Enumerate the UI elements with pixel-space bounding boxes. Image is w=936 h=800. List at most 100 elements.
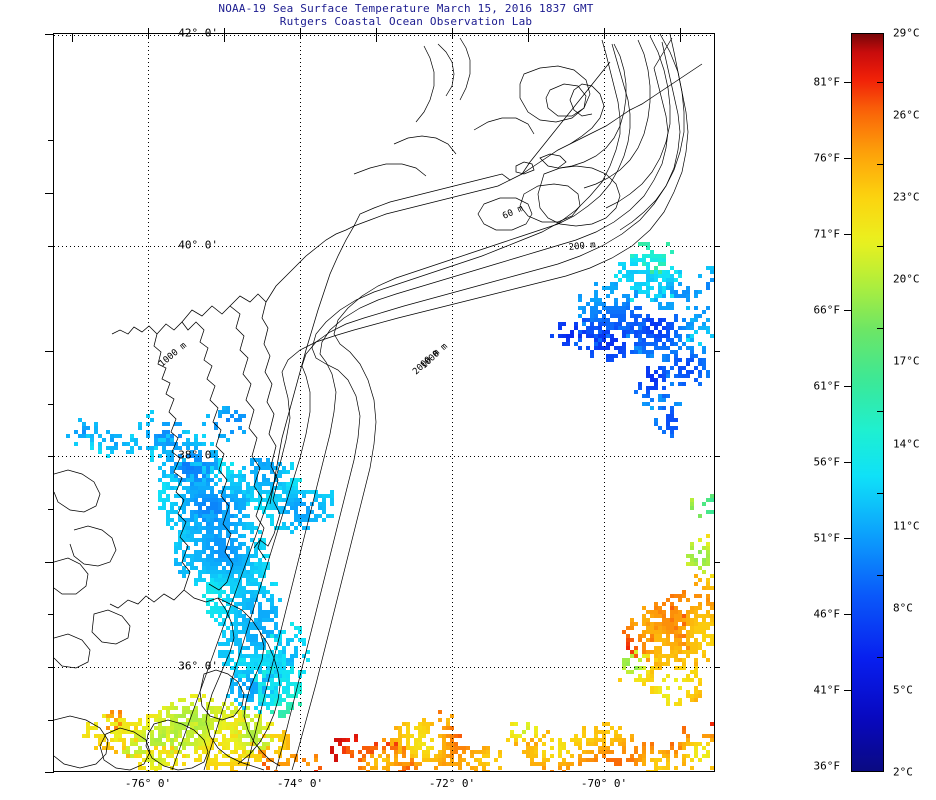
lat-tick-37b [48,509,54,510]
colorbar-label-fahrenheit-41: 41°F [813,683,841,697]
colorbar-label-celsius-17: 17°C [893,354,920,368]
lat-tick-right-40 [714,246,720,247]
colorbar-label-fahrenheit-61: 61°F [813,379,841,393]
colorbar-tick-f-66 [844,309,851,311]
colorbar-tick-c-17 [877,328,884,330]
contour-label-2000m: 2000 m [411,348,442,377]
lat-label-38: 38° 0' [178,448,218,462]
colorbar-tick-c-5 [877,656,884,658]
gridline-lat-40 [54,246,714,247]
colorbar-label-celsius-8: 8°C [893,601,913,615]
lon-label--76: -76° 0' [124,777,172,790]
colorbar-label-fahrenheit-56: 56°F [813,455,841,469]
colorbar-label-fahrenheit-51: 51°F [813,531,841,545]
contour-label-100m: 1000 m [158,341,189,370]
colorbar-tick-f-71 [844,233,851,235]
colorbar-label-fahrenheit-81: 81°F [813,75,841,89]
colorbar-tick-f-61 [844,385,851,387]
contour-label-60m: 60 m [501,204,525,222]
lon-tick-top--70 [604,28,605,34]
colorbar-tick-c-20 [877,246,884,248]
map-plot-area[interactable]: 60 m 1000 m 200 m 1000 m 2000 m [45,28,720,773]
gridline-lon--70 [604,34,605,771]
lat-label-36: 36° 0' [178,659,218,673]
lon-tick--72b [452,33,453,39]
lon-tick--77 [72,33,73,42]
colorbar-label-fahrenheit-36: 36°F [813,759,841,773]
colorbar-tick-f-46 [844,613,851,615]
lat-tick-41 [48,140,54,141]
lat-tick-35b [48,720,54,721]
coastlines [54,61,703,771]
gridline-lon--72 [452,34,453,771]
lat-tick-35 [45,772,54,773]
colorbar-label-fahrenheit-46: 46°F [813,607,841,621]
lon-label--70: -70° 0' [580,777,628,790]
colorbar-label-celsius-29: 29°C [893,26,920,40]
lon-tick-top--71 [528,28,529,34]
colorbar-label-fahrenheit-76: 76°F [813,151,841,165]
lon-tick-top--75 [224,28,225,34]
lat-tick-36b [48,614,54,615]
lat-tick-40a [48,246,54,247]
lat-tick-38 [48,456,54,457]
sst-raster [66,242,714,771]
lon-tick-top--74 [300,28,301,34]
colorbar-label-celsius-2: 2°C [893,765,913,779]
colorbar-tick-f-56 [844,461,851,463]
lon-tick--70b [604,33,605,39]
colorbar-tick-c-26 [877,82,884,84]
figure-title-line1: NOAA-19 Sea Surface Temperature March 15… [218,2,594,15]
colorbar-gradient [852,34,883,771]
lon-tick--73 [376,33,377,42]
lat-tick-right-39 [714,351,720,352]
lat-tick-42 [45,34,54,35]
lon-tick--71 [528,33,529,42]
lat-tick-right-38 [714,456,720,457]
colorbar-tick-c-11 [877,492,884,494]
figure-subtitle: Rutgers Coastal Ocean Observation Lab [279,15,533,28]
colorbar-tick-c-8 [877,574,884,576]
lon-tick-top--73 [376,28,377,34]
lat-tick-right-36 [714,667,720,668]
colorbar-tick-f-41 [844,689,851,691]
colorbar-label-celsius-14: 14°C [893,437,920,451]
colorbar-label-fahrenheit-66: 66°F [813,303,841,317]
colorbar-label-celsius-5: 5°C [893,683,913,697]
gridline-lat-36 [54,667,714,668]
lat-tick-right-37 [714,562,720,563]
lon-tick--74b [300,33,301,39]
lon-tick-top--76 [148,28,149,34]
temperature-colorbar[interactable] [851,33,884,772]
lat-tick-40b [45,193,54,194]
bathymetry-contours [171,34,689,771]
lat-label-40: 40° 0' [178,238,218,252]
colorbar-tick-f-76 [844,157,851,159]
lon-tick-top--72 [452,28,453,34]
lat-tick-37 [45,562,54,563]
lon-label--72: -72° 0' [428,777,476,790]
lat-label-42: 42° 0' [178,26,218,40]
contour-label-group: 60 m 1000 m 200 m 1000 m 2000 m [158,204,597,377]
colorbar-label-celsius-26: 26°C [893,108,920,122]
lat-tick-39 [45,351,54,352]
gridline-lat-38 [54,456,714,457]
map-graphics: 60 m 1000 m 200 m 1000 m 2000 m [54,34,714,771]
colorbar-label-celsius-11: 11°C [893,519,920,533]
gridline-lon--74 [300,34,301,771]
colorbar-label-celsius-20: 20°C [893,272,920,286]
lat-tick-36 [48,667,54,668]
gridline-lon--76 [148,34,149,771]
map-clip: 60 m 1000 m 200 m 1000 m 2000 m [54,34,714,771]
lon-label--74: -74° 0' [276,777,324,790]
colorbar-tick-c-14 [877,410,884,412]
colorbar-label-celsius-23: 23°C [893,190,920,204]
lon-tick--75 [224,33,225,42]
colorbar-label-fahrenheit-71: 71°F [813,227,841,241]
colorbar-tick-f-51 [844,537,851,539]
gridline-lat-42 [54,35,714,36]
colorbar-tick-c-23 [877,164,884,166]
lon-tick--69 [680,33,681,42]
lat-tick-38b [48,404,54,405]
